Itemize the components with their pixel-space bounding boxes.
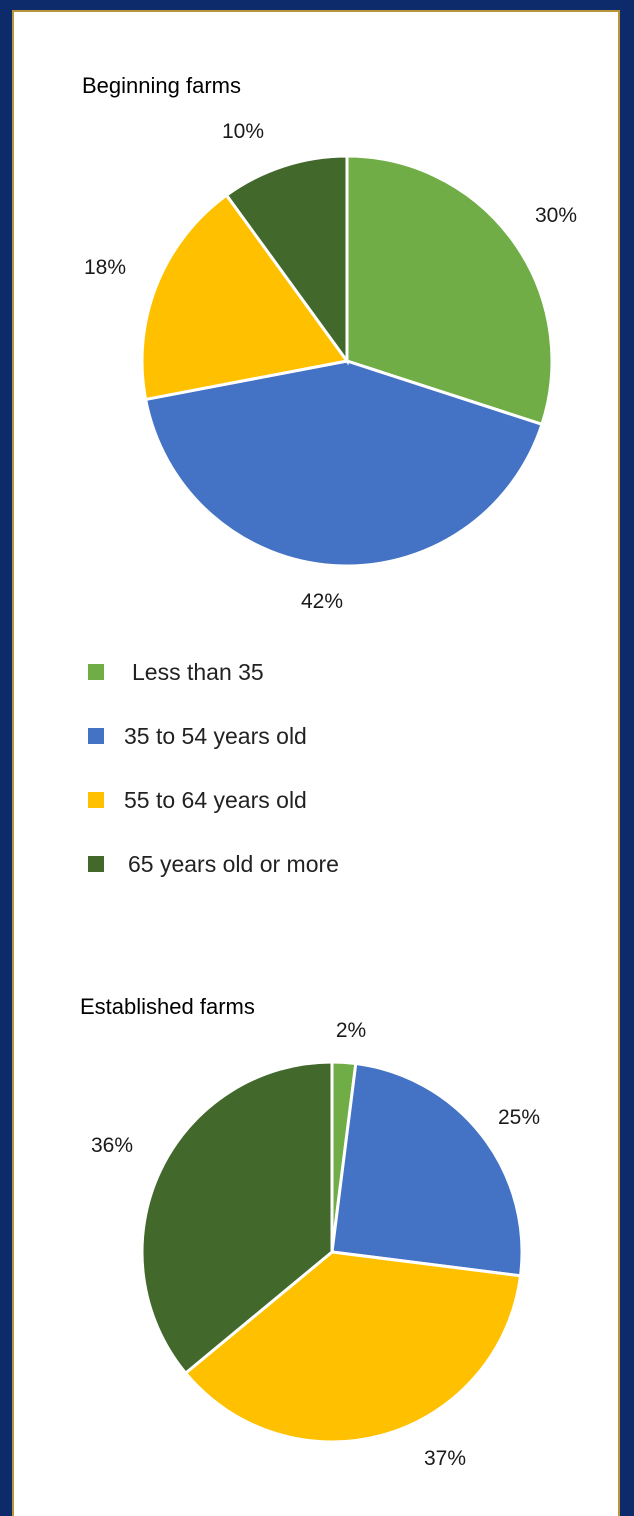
legend-swatch-35-to-54 xyxy=(88,728,104,744)
legend-item-65-plus: 65 years old or more xyxy=(78,832,478,896)
pie-1-slice-55-to-64 xyxy=(183,1250,523,1444)
legend-swatch-65-plus xyxy=(88,856,104,872)
pie-beginning-farms: 30% 42% 18% 10% xyxy=(84,120,577,613)
legend: Less than 35 35 to 54 years old 55 to 64… xyxy=(78,640,478,896)
pie-0-slice-35-to-54 xyxy=(143,359,544,568)
legend-label-55-to-64: 55 to 64 years old xyxy=(124,786,307,813)
pie-0-data-label-35-to-54: 42% xyxy=(301,590,343,613)
pie-0-slice-65-plus xyxy=(224,154,349,366)
pie-0-slice-less-than-35 xyxy=(345,154,554,427)
pie-1-slice-35-to-54 xyxy=(330,1061,524,1278)
pie-1-data-label-55-to-64: 37% xyxy=(424,1447,466,1470)
pie-established-farms: 2% 25% 37% 36% xyxy=(91,1019,540,1470)
legend-item-35-to-54: 35 to 54 years old xyxy=(78,704,478,768)
legend-item-55-to-64: 55 to 64 years old xyxy=(78,768,478,832)
pie-1-data-label-less-than-35: 2% xyxy=(336,1019,366,1042)
legend-swatch-55-to-64 xyxy=(88,792,104,808)
pie-0-data-label-55-to-64: 18% xyxy=(84,256,126,279)
pie-0-slice-55-to-64 xyxy=(140,193,350,402)
legend-swatch-less-than-35 xyxy=(88,664,104,680)
chart-title-established: Established farms xyxy=(80,994,255,1019)
pie-1-data-label-65-plus: 36% xyxy=(91,1134,133,1157)
pie-1-slice-65-plus xyxy=(140,1060,334,1376)
legend-label-65-plus: 65 years old or more xyxy=(128,850,339,877)
legend-label-35-to-54: 35 to 54 years old xyxy=(124,722,307,749)
chart-title-beginning: Beginning farms xyxy=(82,73,241,98)
legend-label-less-than-35: Less than 35 xyxy=(132,658,264,685)
pie-0-data-label-65-plus: 10% xyxy=(222,120,264,143)
legend-item-less-than-35: Less than 35 xyxy=(78,640,478,704)
pie-0-data-label-less-than-35: 30% xyxy=(535,204,577,227)
pie-1-data-label-35-to-54: 25% xyxy=(498,1106,540,1129)
